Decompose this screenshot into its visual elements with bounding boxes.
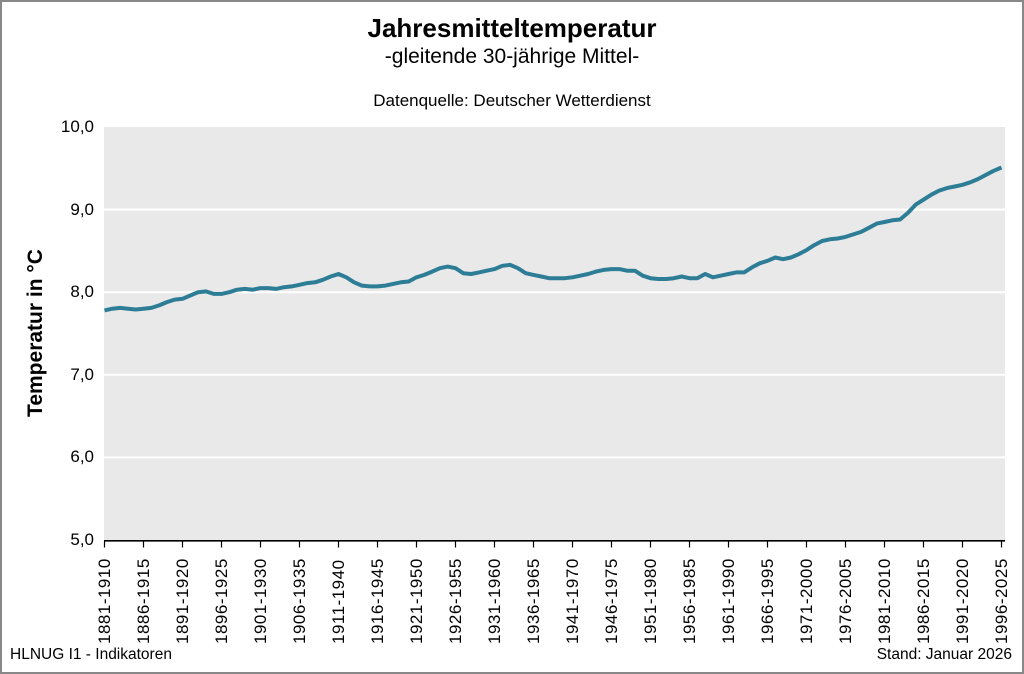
x-tick-label: 1906-1935 (289, 558, 309, 644)
x-tick-label: 1891-1920 (172, 558, 192, 644)
x-tick-label: 1896-1925 (211, 558, 231, 644)
x-tick-label: 1951-1980 (640, 558, 660, 644)
temperature-line-chart (103, 127, 1005, 548)
footer-status-date: Stand: Januar 2026 (876, 646, 1012, 663)
x-tick-label: 1901-1930 (250, 558, 270, 644)
x-tick-label: 1911-1940 (328, 559, 348, 644)
footer-indicator-label: HLNUG I1 - Indikatoren (10, 646, 172, 663)
x-tick-label: 1966-1995 (757, 558, 777, 644)
y-tick-label: 10,0 (60, 117, 94, 136)
x-tick-label: 1961-1990 (718, 558, 738, 644)
temperature-line (104, 165, 1003, 313)
plot-background (104, 127, 1005, 540)
y-tick-label: 9,0 (70, 199, 94, 219)
x-tick-label: 1956-1985 (679, 558, 699, 644)
x-tick-label: 1926-1955 (445, 558, 465, 644)
y-axis-title: Temperatur in °C (24, 249, 47, 417)
x-tick-label: 1946-1975 (601, 558, 621, 644)
x-tick-label: 1976-2005 (835, 558, 855, 644)
x-tick-label: 1971-2000 (796, 558, 816, 644)
x-tick-label: 1931-1960 (484, 558, 504, 644)
x-tick-label: 1941-1970 (562, 558, 582, 644)
y-tick-label: 5,0 (70, 530, 94, 549)
data-source-label: Datenquelle: Deutscher Wetterdienst (373, 91, 651, 110)
x-tick-label: 1916-1945 (367, 558, 387, 644)
y-tick-label: 8,0 (70, 282, 94, 302)
plot-area (103, 127, 1005, 549)
x-tick-label: 1936-1965 (523, 558, 543, 644)
x-tick-label: 1921-1950 (406, 558, 426, 644)
chart-subtitle: -gleitende 30-jährige Mittel- (384, 45, 640, 68)
chart-title: Jahresmitteltemperatur (367, 13, 657, 43)
y-tick-label: 7,0 (70, 364, 94, 384)
y-tick-label: 6,0 (70, 447, 94, 467)
